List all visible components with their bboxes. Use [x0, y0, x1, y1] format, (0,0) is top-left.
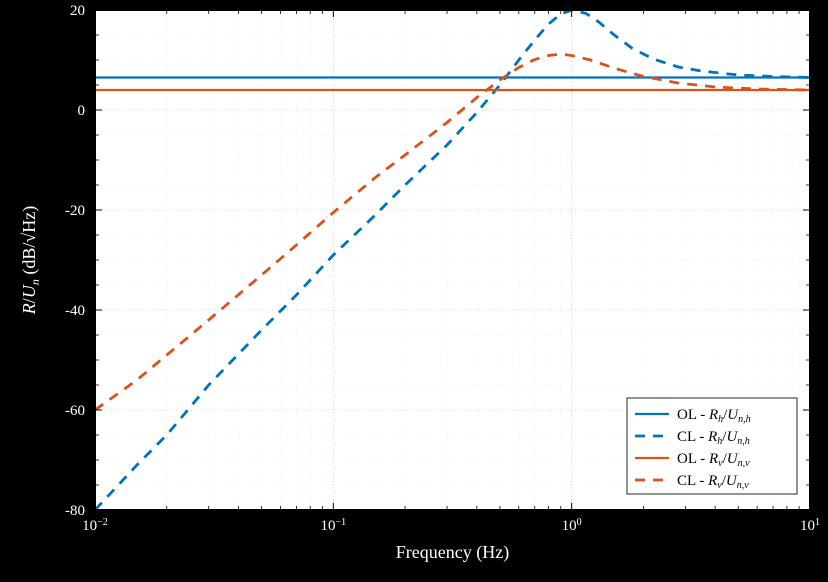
y-tick-label: -80 [65, 503, 85, 519]
chart-svg: 10−210−1100101-80-60-40-20020Frequency (… [0, 0, 828, 582]
y-tick-label: 0 [78, 103, 86, 119]
y-tick-label: 20 [70, 3, 85, 19]
y-axis-label: R/Un (dB/√Hz) [19, 206, 42, 315]
x-axis-label: Frequency (Hz) [396, 542, 509, 563]
y-tick-label: -40 [65, 303, 85, 319]
y-tick-label: -20 [65, 203, 85, 219]
legend: OL - Rh/Un,hCL - Rh/Un,hOL - Rv/Un,vCL -… [627, 398, 797, 494]
y-tick-label: -60 [65, 403, 85, 419]
